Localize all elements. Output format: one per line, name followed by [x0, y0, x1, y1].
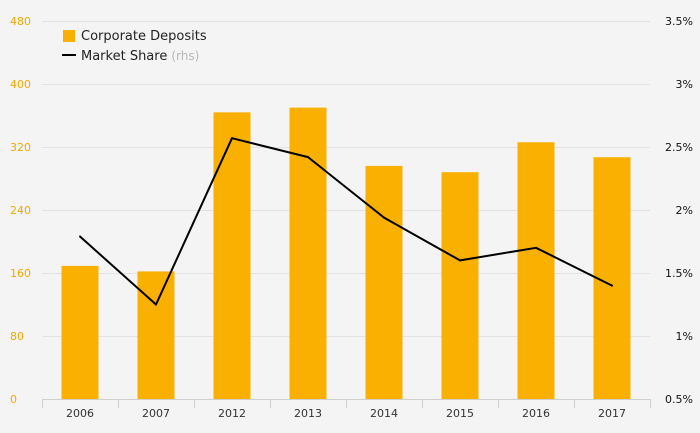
right-tick-2-5: 2.5%	[665, 141, 693, 154]
left-tick-400: 400	[10, 78, 31, 91]
x-tick-2006: 2006	[66, 407, 94, 420]
bar-2012	[213, 112, 251, 399]
right-tick-3-5: 3.5%	[665, 15, 693, 28]
x-axis-ticks: 2006 2007 2012 2013 2014 2015 2016 2017	[66, 407, 626, 420]
right-tick-2: 2%	[676, 204, 693, 217]
x-tick-2007: 2007	[142, 407, 170, 420]
left-tick-240: 240	[10, 204, 31, 217]
bars	[61, 107, 631, 399]
market-share-point-2007	[155, 303, 157, 306]
bar-2016	[517, 142, 555, 399]
market-share-point-2017	[611, 284, 613, 287]
legend-note-rhs: (rhs)	[171, 49, 199, 63]
x-axis	[42, 399, 651, 408]
legend-label-market-share-text: Market Share	[81, 49, 167, 64]
x-tick-2016: 2016	[522, 407, 550, 420]
market-share-line-group	[79, 137, 613, 306]
left-tick-480: 480	[10, 15, 31, 28]
right-tick-1: 1%	[676, 330, 693, 343]
right-tick-3: 3%	[676, 78, 693, 91]
x-tick-2014: 2014	[370, 407, 398, 420]
x-tick-2013: 2013	[294, 407, 322, 420]
right-tick-0-5: 0.5%	[665, 393, 693, 406]
bar-2013	[289, 107, 327, 399]
legend-label-corporate-deposits: Corporate Deposits	[81, 29, 207, 44]
x-tick-2017: 2017	[598, 407, 626, 420]
legend-label-market-share: Market Share (rhs)	[81, 49, 199, 64]
bar-2017	[593, 157, 631, 399]
market-share-point-2012	[231, 137, 233, 140]
left-tick-160: 160	[10, 267, 31, 280]
market-share-point-2006	[79, 235, 81, 238]
bar-2006	[61, 265, 99, 399]
left-tick-80: 80	[10, 330, 24, 343]
left-axis-ticks: 0 80 160 240 320 400 480	[10, 15, 31, 406]
market-share-line	[79, 137, 613, 306]
market-share-point-2016	[535, 246, 537, 249]
legend: Corporate Deposits Market Share (rhs)	[62, 29, 207, 64]
x-tick-2015: 2015	[446, 407, 474, 420]
market-share-point-2013	[307, 156, 309, 159]
market-share-point-2014	[383, 216, 385, 219]
left-tick-320: 320	[10, 141, 31, 154]
bar-2007	[137, 271, 175, 399]
gridlines	[42, 21, 650, 337]
bar-2015	[441, 172, 479, 399]
right-axis-ticks: 0.5% 1% 1.5% 2% 2.5% 3% 3.5%	[665, 15, 693, 406]
legend-swatch-corporate-deposits	[63, 30, 75, 42]
bar-2014	[365, 165, 403, 399]
x-tick-2012: 2012	[218, 407, 246, 420]
market-share-point-2015	[459, 259, 461, 262]
left-tick-0: 0	[10, 393, 17, 406]
right-tick-1-5: 1.5%	[665, 267, 693, 280]
